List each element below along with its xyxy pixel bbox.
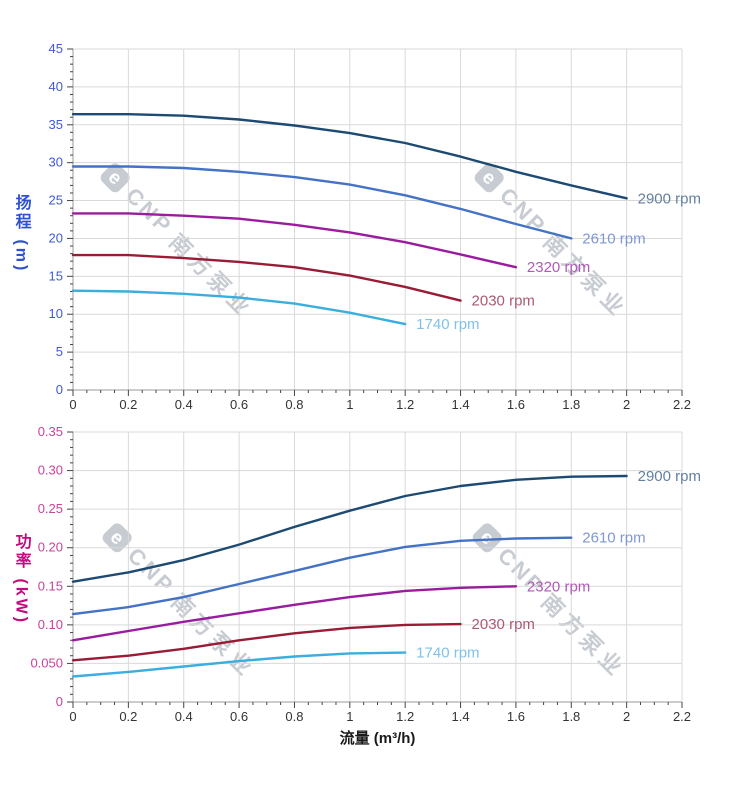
y-tick-label: 0.20 <box>38 540 63 555</box>
rpm-label-2900-rpm: 2900 rpm <box>638 468 701 485</box>
y-tick-label: 5 <box>56 344 63 359</box>
x-tick-label: 0.2 <box>119 397 137 412</box>
y-tick-label: 0.050 <box>30 655 63 670</box>
rpm-label-2030-rpm: 2030 rpm <box>472 616 535 633</box>
y-tick-label: 15 <box>49 268 63 283</box>
x-tick-label: 1.4 <box>452 709 470 724</box>
curve-1740-rpm <box>71 651 407 678</box>
x-tick-label: 1.2 <box>396 709 414 724</box>
x-tick-label: 0 <box>69 709 76 724</box>
rpm-label-2030-rpm: 2030 rpm <box>472 293 535 310</box>
y-tick-label: 0.15 <box>38 578 63 593</box>
y-tick-label: 45 <box>49 41 63 56</box>
x-tick-label: 0 <box>69 397 76 412</box>
curve-2030-rpm <box>71 253 462 302</box>
curve-2320-rpm <box>71 585 518 642</box>
y-tick-label: 0.10 <box>38 617 63 632</box>
x-tick-label: 1 <box>346 709 353 724</box>
x-tick-label: 0.4 <box>175 397 193 412</box>
x-tick-label: 2 <box>623 397 630 412</box>
x-tick-label: 1.2 <box>396 397 414 412</box>
rpm-label-2900-rpm: 2900 rpm <box>638 190 701 207</box>
rpm-label-2320-rpm: 2320 rpm <box>527 259 590 276</box>
curve-2900-rpm <box>71 112 628 200</box>
x-tick-label: 2.2 <box>673 397 691 412</box>
x-tick-label: 1.4 <box>452 397 470 412</box>
y-tick-label: 10 <box>49 306 63 321</box>
x-tick-label: 2.2 <box>673 709 691 724</box>
y-tick-label: 0 <box>56 382 63 397</box>
head-axis-title: 扬程 (m) <box>12 194 30 274</box>
curve-2030-rpm <box>71 622 462 662</box>
rpm-label-1740-rpm: 1740 rpm <box>416 316 479 333</box>
x-tick-label: 1.6 <box>507 709 525 724</box>
x-tick-label: 1 <box>346 397 353 412</box>
rpm-label-2320-rpm: 2320 rpm <box>527 578 590 595</box>
curve-2900-rpm <box>71 474 628 583</box>
x-tick-label: 0.8 <box>285 397 303 412</box>
x-tick-label: 0.2 <box>119 709 137 724</box>
y-tick-label: 40 <box>49 79 63 94</box>
x-tick-label: 1.8 <box>562 397 580 412</box>
y-tick-label: 0 <box>56 694 63 709</box>
x-tick-label: 0.4 <box>175 709 193 724</box>
rpm-label-2610-rpm: 2610 rpm <box>582 230 645 247</box>
flow-axis-title: 流量 (m³/h) <box>339 730 416 747</box>
y-tick-label: 0.25 <box>38 501 63 516</box>
rpm-label-1740-rpm: 1740 rpm <box>416 645 479 662</box>
curve-2610-rpm <box>71 536 573 616</box>
y-tick-label: 20 <box>49 230 63 245</box>
y-tick-label: 0.30 <box>38 463 63 478</box>
rpm-label-2610-rpm: 2610 rpm <box>582 530 645 547</box>
x-tick-label: 1.8 <box>562 709 580 724</box>
curve-2320-rpm <box>71 212 518 269</box>
y-tick-label: 0.35 <box>38 424 63 439</box>
y-tick-label: 25 <box>49 193 63 208</box>
curve-1740-rpm <box>71 289 407 326</box>
x-tick-label: 0.6 <box>230 397 248 412</box>
y-tick-label: 35 <box>49 117 63 132</box>
x-tick-label: 0.6 <box>230 709 248 724</box>
y-tick-label: 30 <box>49 155 63 170</box>
curve-2610-rpm <box>71 165 573 240</box>
x-tick-label: 0.8 <box>285 709 303 724</box>
x-tick-label: 1.6 <box>507 397 525 412</box>
x-tick-label: 2 <box>623 709 630 724</box>
power-axis-title: 功率 (kW) <box>12 533 30 626</box>
